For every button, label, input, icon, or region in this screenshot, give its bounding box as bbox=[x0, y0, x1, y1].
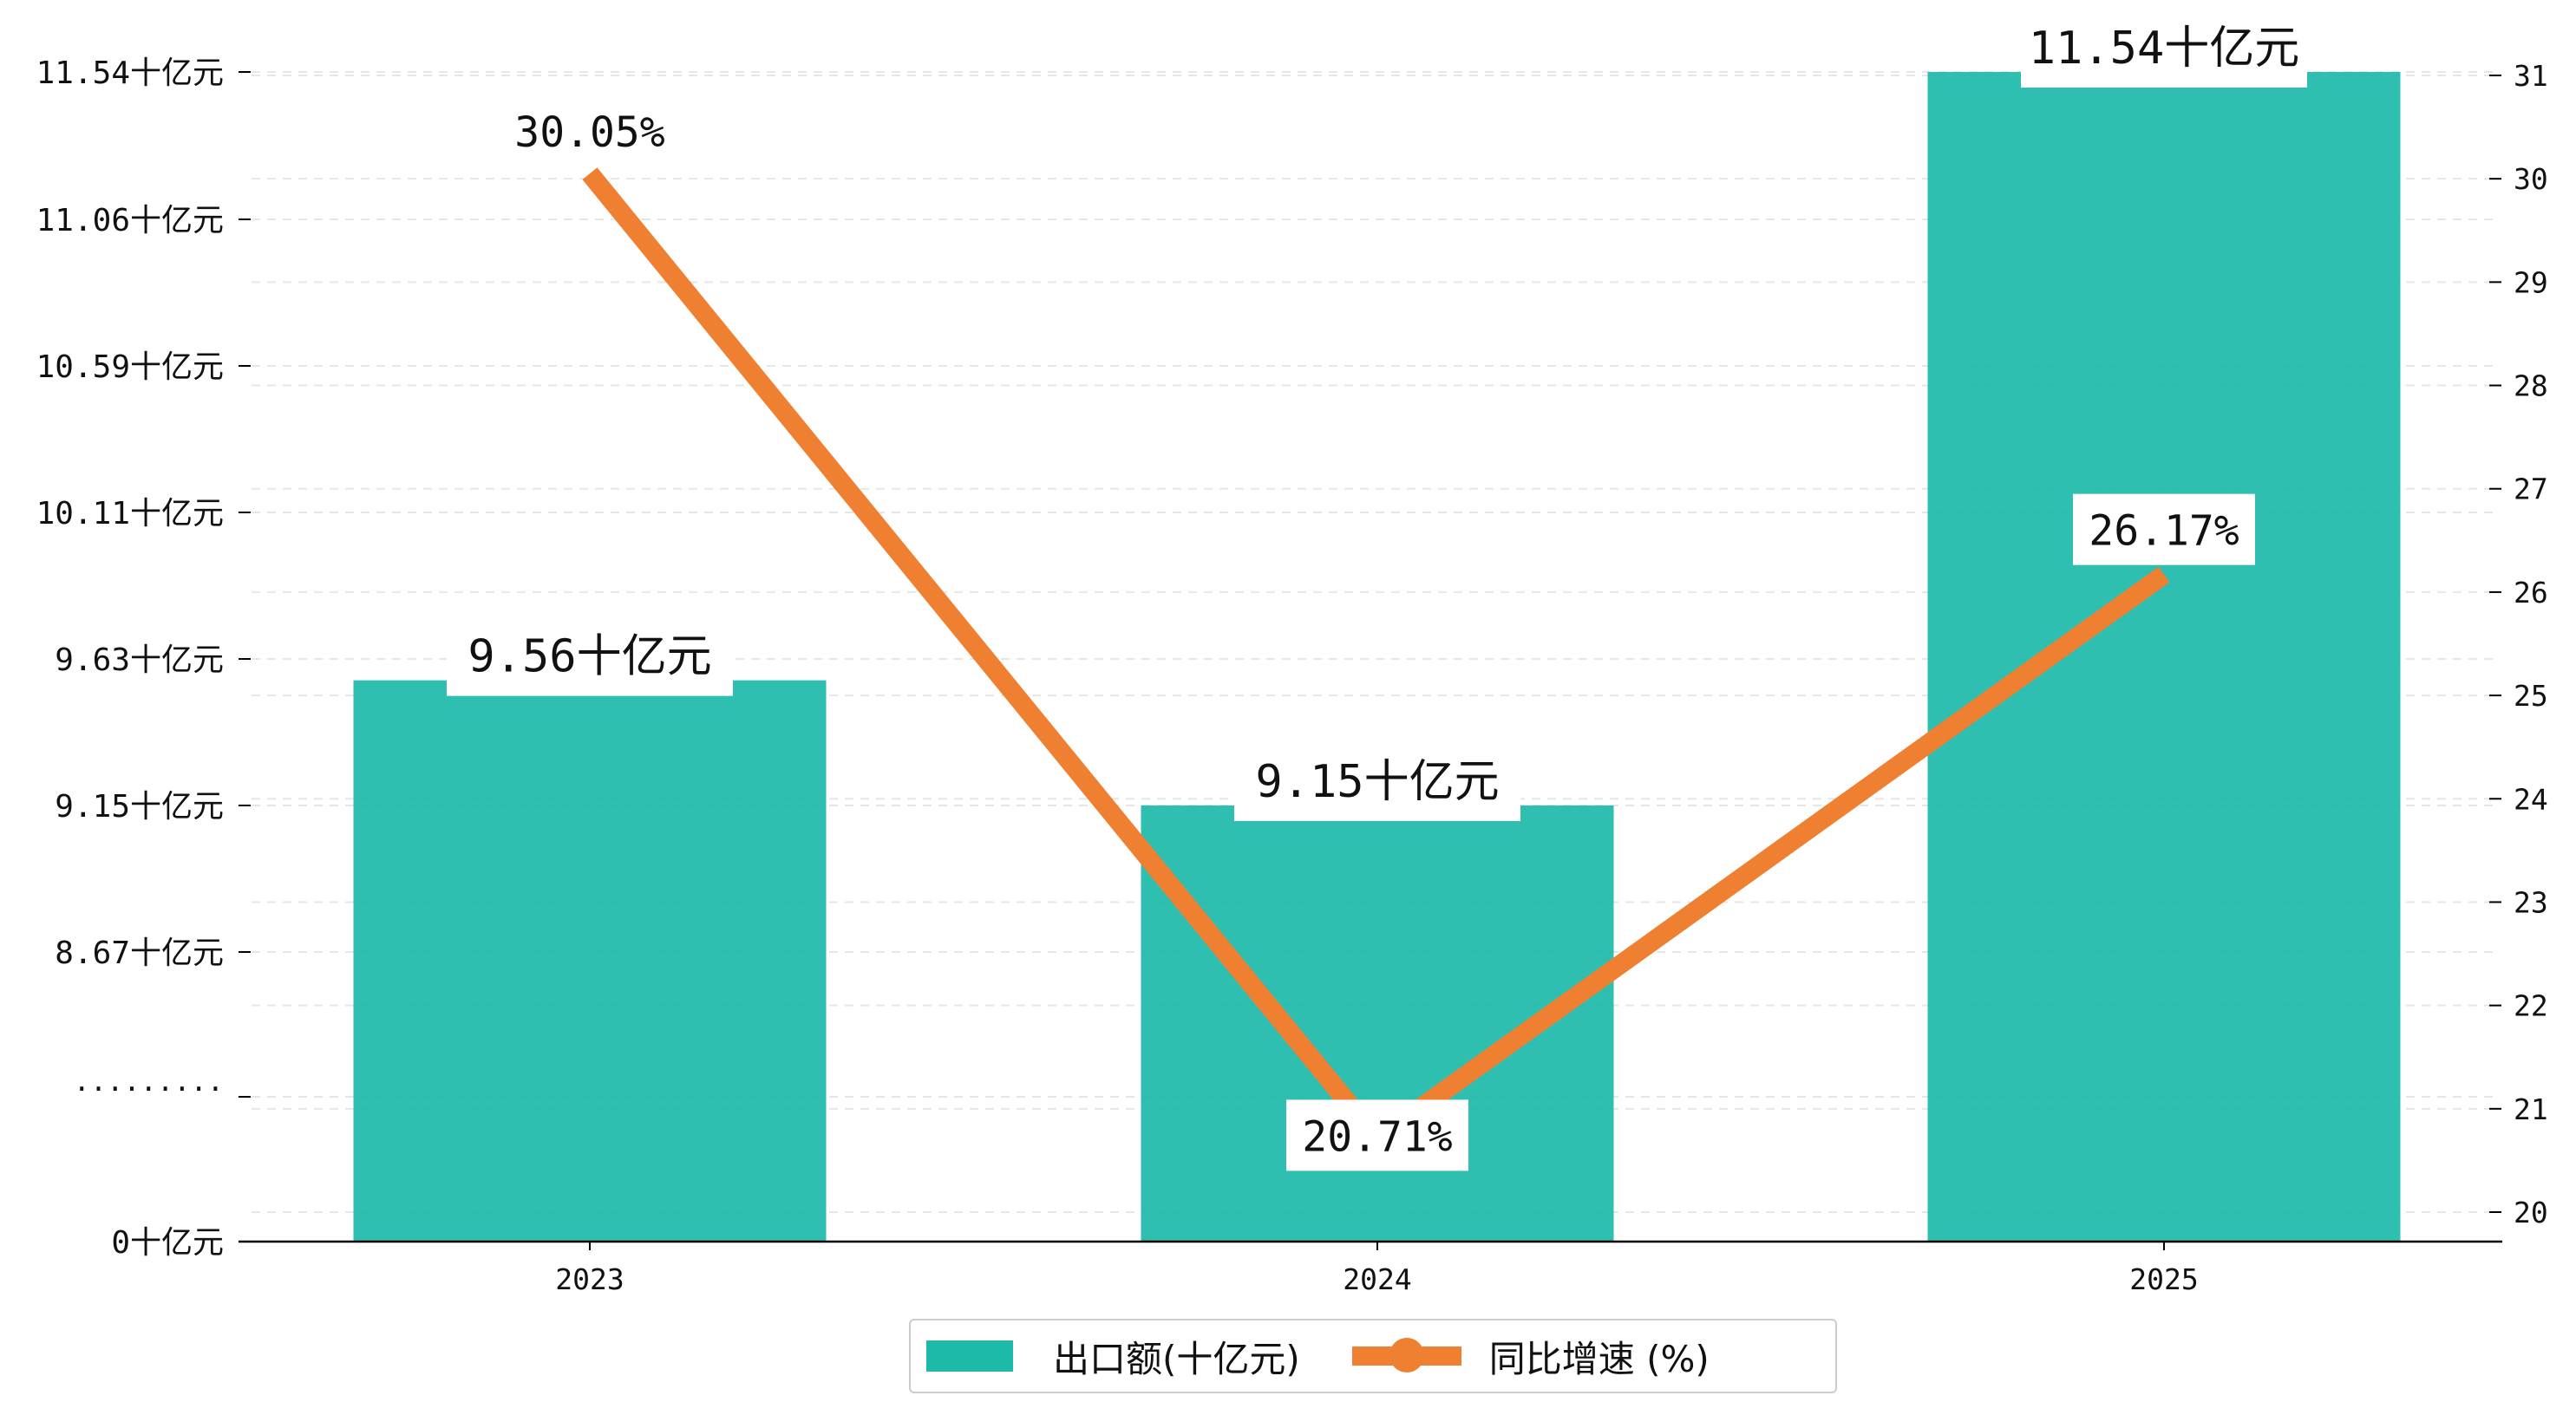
bar-value-label: 9.15十亿元 bbox=[1255, 756, 1499, 808]
bar-label-box bbox=[1234, 752, 1520, 821]
right-tick-label: 29 bbox=[2514, 265, 2548, 299]
legend: 出口额(十亿元) 同比增速 (%) bbox=[909, 1319, 1837, 1393]
right-tick-label: 21 bbox=[2514, 1092, 2548, 1126]
bar-2025 bbox=[1927, 72, 2401, 1242]
right-tick-label: 28 bbox=[2514, 369, 2548, 403]
legend-label-growth: 同比增速 (%) bbox=[1488, 1337, 1710, 1380]
left-tick-label: 9.63十亿元 bbox=[55, 642, 224, 678]
left-tick-label: 10.59十亿元 bbox=[36, 349, 224, 385]
left-tick-label: 9.15十亿元 bbox=[55, 789, 224, 825]
legend-item-export: 出口额(十亿元) bbox=[926, 1330, 1300, 1383]
line-value-label: 20.71% bbox=[1302, 1112, 1452, 1161]
bar-label-box bbox=[2021, 18, 2307, 88]
x-tick-label: 2025 bbox=[2129, 1262, 2198, 1296]
left-tick-label: 0十亿元 bbox=[111, 1225, 224, 1261]
line-label-box bbox=[499, 95, 681, 167]
axis-break-label: ········· bbox=[74, 1073, 224, 1105]
legend-swatch-line bbox=[1351, 1338, 1461, 1373]
left-tick-label: 11.54十亿元 bbox=[36, 55, 224, 91]
right-tick-label: 20 bbox=[2514, 1196, 2548, 1229]
line-label-box bbox=[2073, 493, 2255, 565]
right-tick-label: 30 bbox=[2514, 162, 2548, 196]
right-tick-label: 27 bbox=[2514, 473, 2548, 506]
right-tick-label: 22 bbox=[2514, 989, 2548, 1023]
right-tick-label: 24 bbox=[2514, 782, 2548, 816]
right-tick-label: 23 bbox=[2514, 885, 2548, 919]
x-tick-label: 2023 bbox=[555, 1262, 624, 1296]
legend-swatch-bar bbox=[926, 1340, 1013, 1372]
legend-label-export: 出口额(十亿元) bbox=[1053, 1337, 1300, 1380]
right-tick-label: 26 bbox=[2514, 576, 2548, 610]
line-label-box bbox=[1286, 1099, 1468, 1171]
line-value-label: 26.17% bbox=[2089, 507, 2239, 556]
bar-2023 bbox=[353, 680, 827, 1242]
left-tick-label: 11.06十亿元 bbox=[36, 203, 224, 238]
x-tick-label: 2024 bbox=[1343, 1262, 1411, 1296]
left-tick-label: 10.11十亿元 bbox=[36, 496, 224, 531]
line-value-label: 30.05% bbox=[514, 108, 664, 157]
bar-label-box bbox=[447, 626, 733, 696]
right-tick-label: 25 bbox=[2514, 679, 2548, 713]
bar-value-label: 9.56十亿元 bbox=[467, 631, 711, 683]
legend-item-growth: 同比增速 (%) bbox=[1351, 1330, 1710, 1383]
right-tick-label: 31 bbox=[2514, 59, 2548, 93]
bar-value-label: 11.54十亿元 bbox=[2029, 23, 2300, 75]
left-tick-label: 8.67十亿元 bbox=[55, 936, 224, 971]
